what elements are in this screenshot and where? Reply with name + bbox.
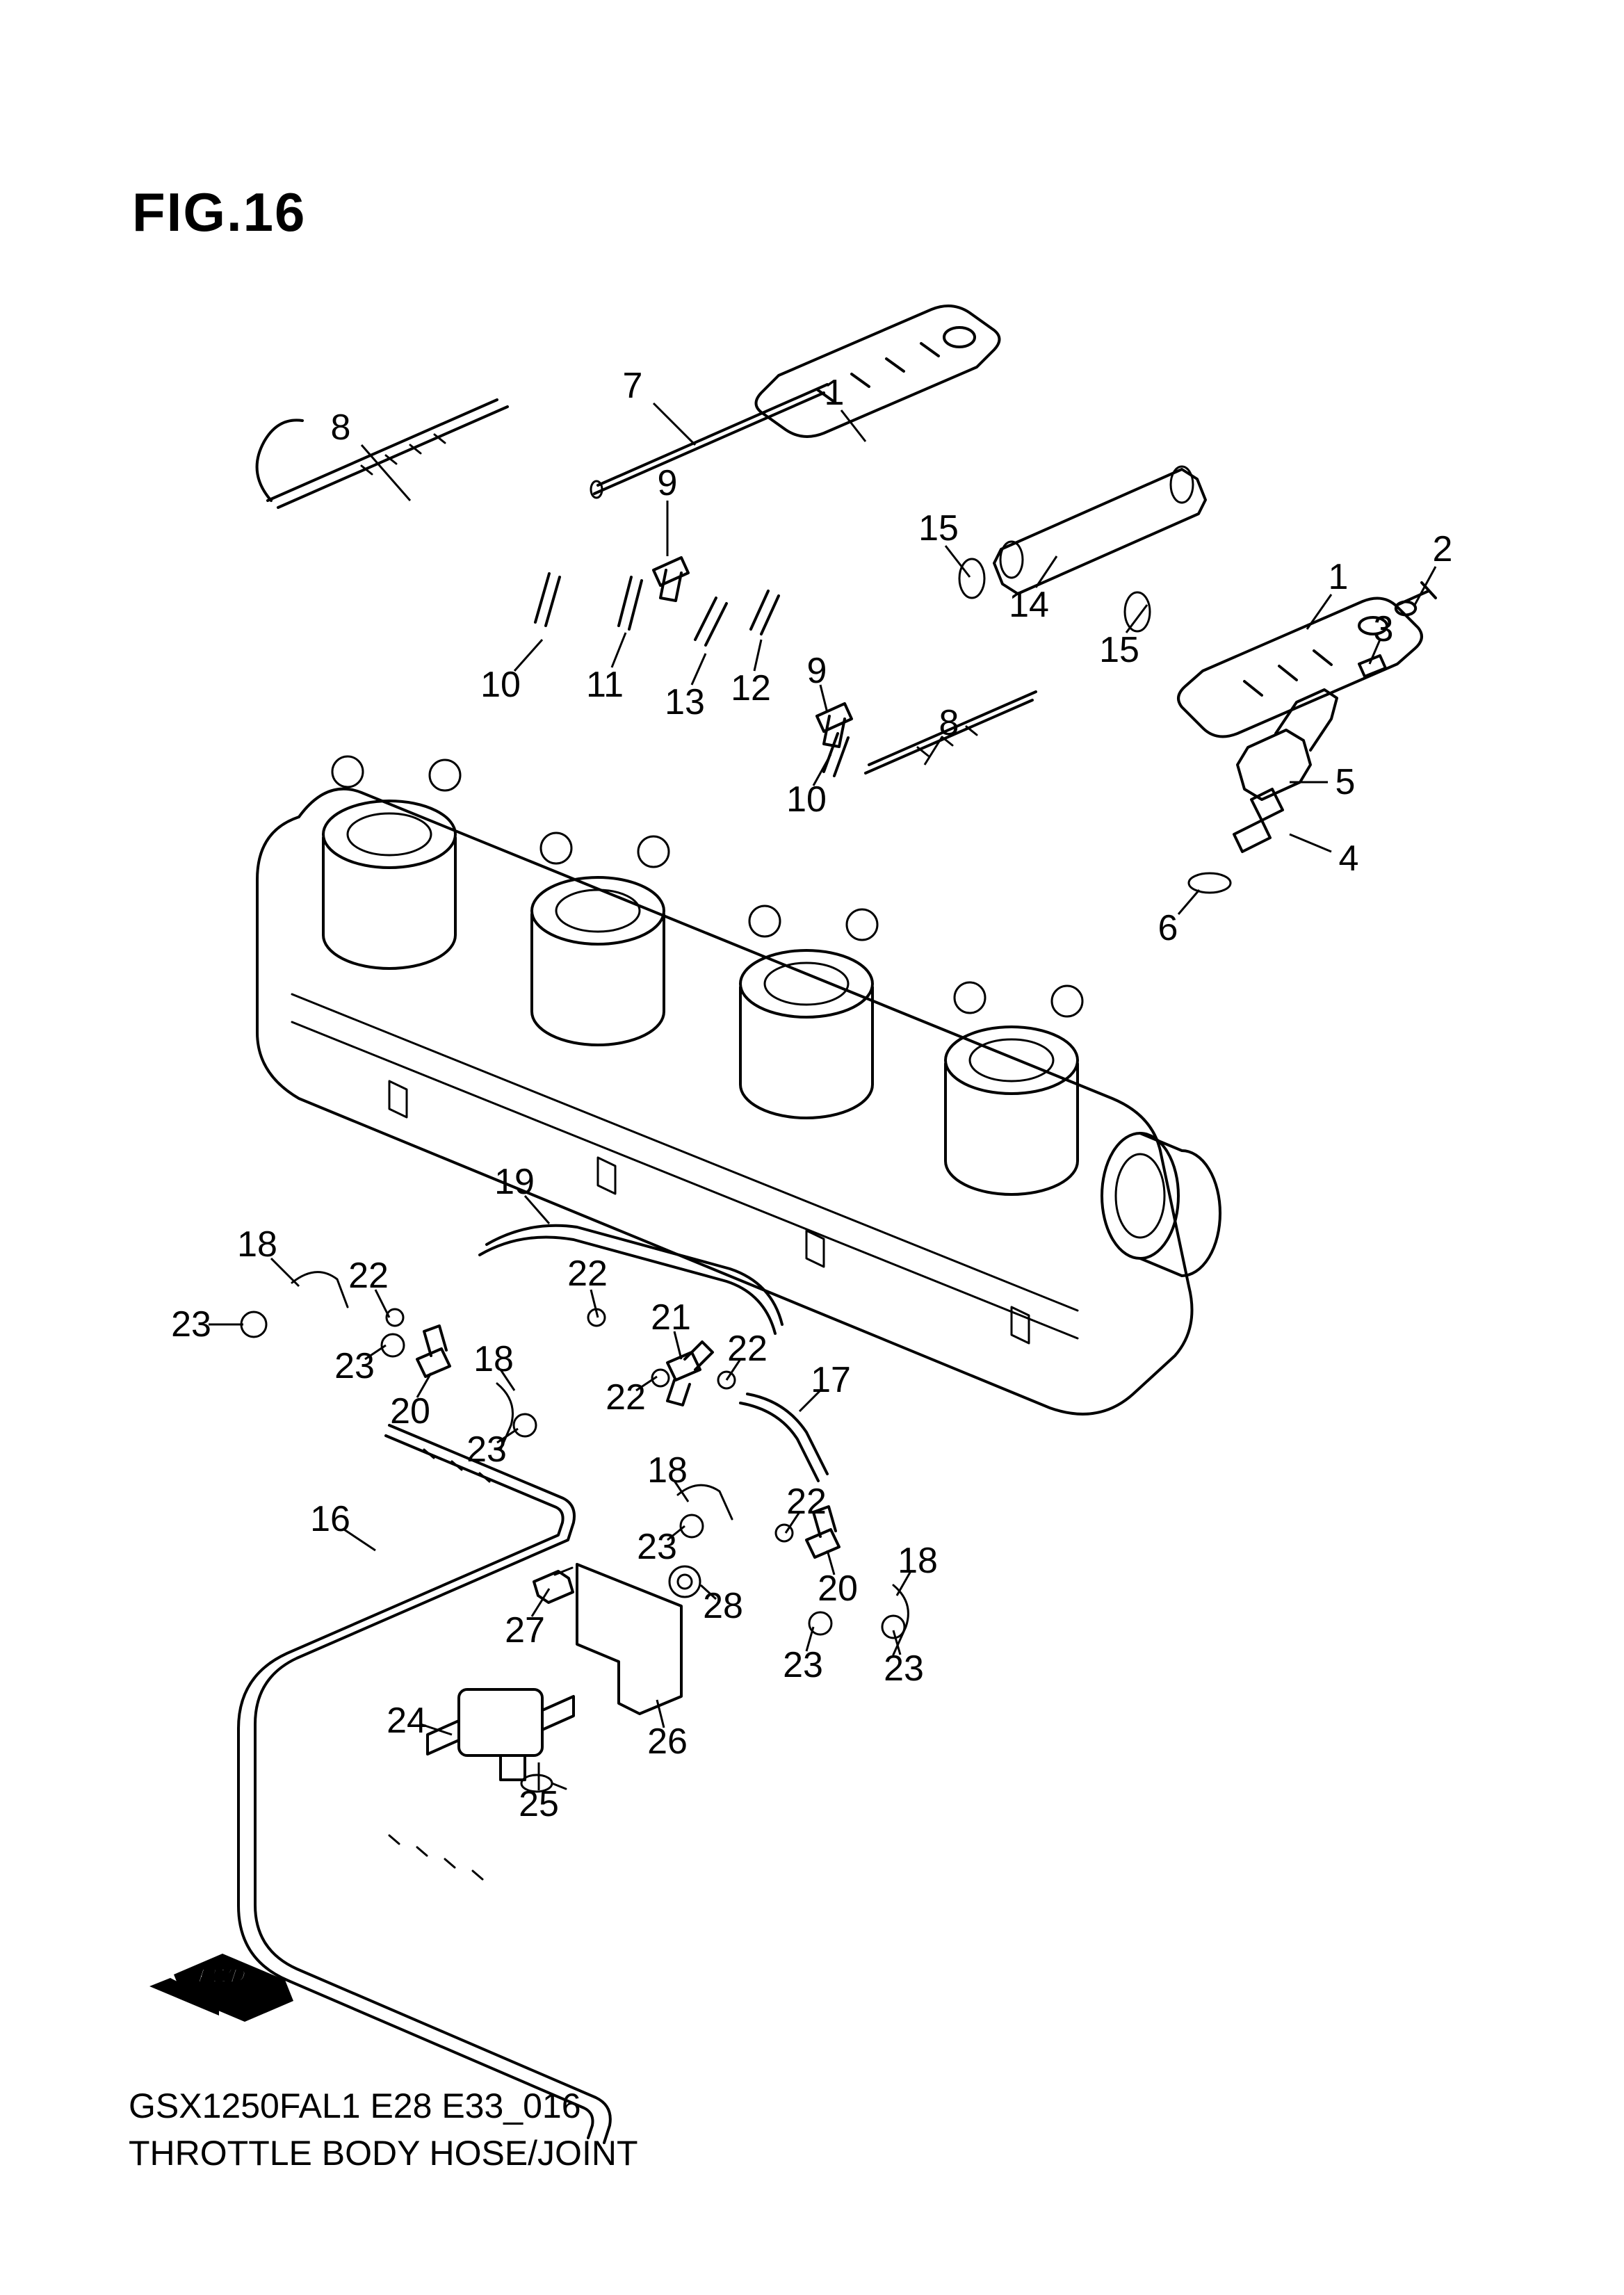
hose-17 (740, 1394, 827, 1481)
callout-8: 8 (939, 702, 959, 744)
callout-20: 20 (390, 1390, 430, 1432)
callout-21: 21 (651, 1297, 691, 1338)
callout-22: 22 (606, 1377, 646, 1418)
callout-9: 9 (807, 650, 827, 692)
clamps-23 (227, 1312, 904, 1638)
hoses-18 (292, 1272, 908, 1655)
callout-5: 5 (1335, 761, 1356, 803)
callout-14: 14 (1009, 584, 1049, 626)
callout-19: 19 (494, 1161, 535, 1203)
callout-18: 18 (647, 1450, 688, 1491)
solenoid-valve (428, 1689, 574, 1792)
callout-7: 7 (623, 365, 643, 407)
fwd-label: FWD (195, 1964, 250, 1988)
callout-16: 16 (310, 1498, 350, 1540)
callout-9: 9 (658, 462, 678, 504)
callout-3: 3 (1374, 608, 1394, 650)
model-line: GSX1250FAL1 E28 E33_016 (129, 2083, 638, 2130)
callout-1: 1 (1329, 556, 1349, 598)
part-name: THROTTLE BODY HOSE/JOINT (129, 2130, 638, 2178)
callout-23: 23 (783, 1644, 823, 1686)
y-joints (387, 1309, 839, 1557)
callout-23: 23 (334, 1345, 375, 1387)
hose-8-left (257, 400, 508, 508)
callout-22: 22 (786, 1481, 827, 1523)
fuel-injector (1189, 690, 1337, 893)
bracket (534, 1564, 700, 1714)
callout-27: 27 (505, 1609, 545, 1651)
callout-10: 10 (480, 664, 521, 706)
callout-23: 23 (884, 1648, 924, 1689)
callout-28: 28 (703, 1585, 743, 1627)
callout-24: 24 (387, 1700, 427, 1742)
throttle-body (257, 756, 1220, 1414)
callout-17: 17 (811, 1359, 851, 1401)
callout-23: 23 (466, 1429, 507, 1470)
callout-15: 15 (918, 508, 959, 549)
callout-23: 23 (637, 1526, 677, 1568)
fuel-rail-right (1178, 583, 1436, 737)
callout-18: 18 (898, 1540, 938, 1582)
fwd-icon: FWD (149, 1954, 293, 2022)
callout-11: 11 (586, 664, 624, 706)
callout-12: 12 (731, 667, 771, 709)
callout-22: 22 (727, 1328, 768, 1370)
callout-6: 6 (1158, 907, 1178, 949)
callout-26: 26 (647, 1721, 688, 1762)
fuel-rail-upper (756, 306, 1000, 437)
callout-18: 18 (473, 1338, 514, 1380)
callout-15: 15 (1099, 629, 1139, 671)
callout-1: 1 (825, 372, 845, 414)
fuel-pipe (959, 467, 1205, 631)
callout-2: 2 (1433, 528, 1453, 570)
diagram-svg: OEM MOTORPARTS (0, 0, 1624, 2295)
callout-18: 18 (237, 1224, 277, 1265)
callout-13: 13 (665, 681, 705, 723)
callout-10: 10 (786, 779, 827, 820)
callout-22: 22 (348, 1255, 389, 1297)
bottom-label: GSX1250FAL1 E28 E33_016 THROTTLE BODY HO… (129, 2083, 638, 2177)
diagram-page: FIG.16 OEM MOTORPARTS (0, 0, 1624, 2295)
callout-20: 20 (818, 1568, 858, 1609)
callout-4: 4 (1339, 838, 1359, 879)
callout-25: 25 (519, 1783, 559, 1825)
callout-8: 8 (331, 407, 351, 448)
callout-22: 22 (567, 1253, 608, 1295)
callout-23: 23 (171, 1304, 211, 1345)
